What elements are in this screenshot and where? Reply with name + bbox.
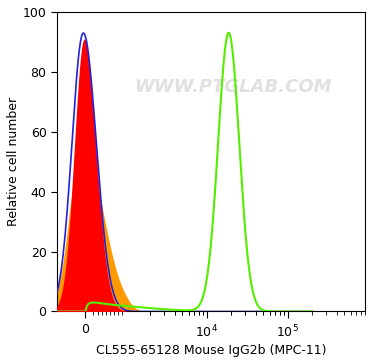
Text: WWW.PTGLAB.COM: WWW.PTGLAB.COM xyxy=(134,78,331,96)
Y-axis label: Relative cell number: Relative cell number xyxy=(7,97,20,226)
X-axis label: CL555-65128 Mouse IgG2b (MPC-11): CL555-65128 Mouse IgG2b (MPC-11) xyxy=(96,344,326,357)
